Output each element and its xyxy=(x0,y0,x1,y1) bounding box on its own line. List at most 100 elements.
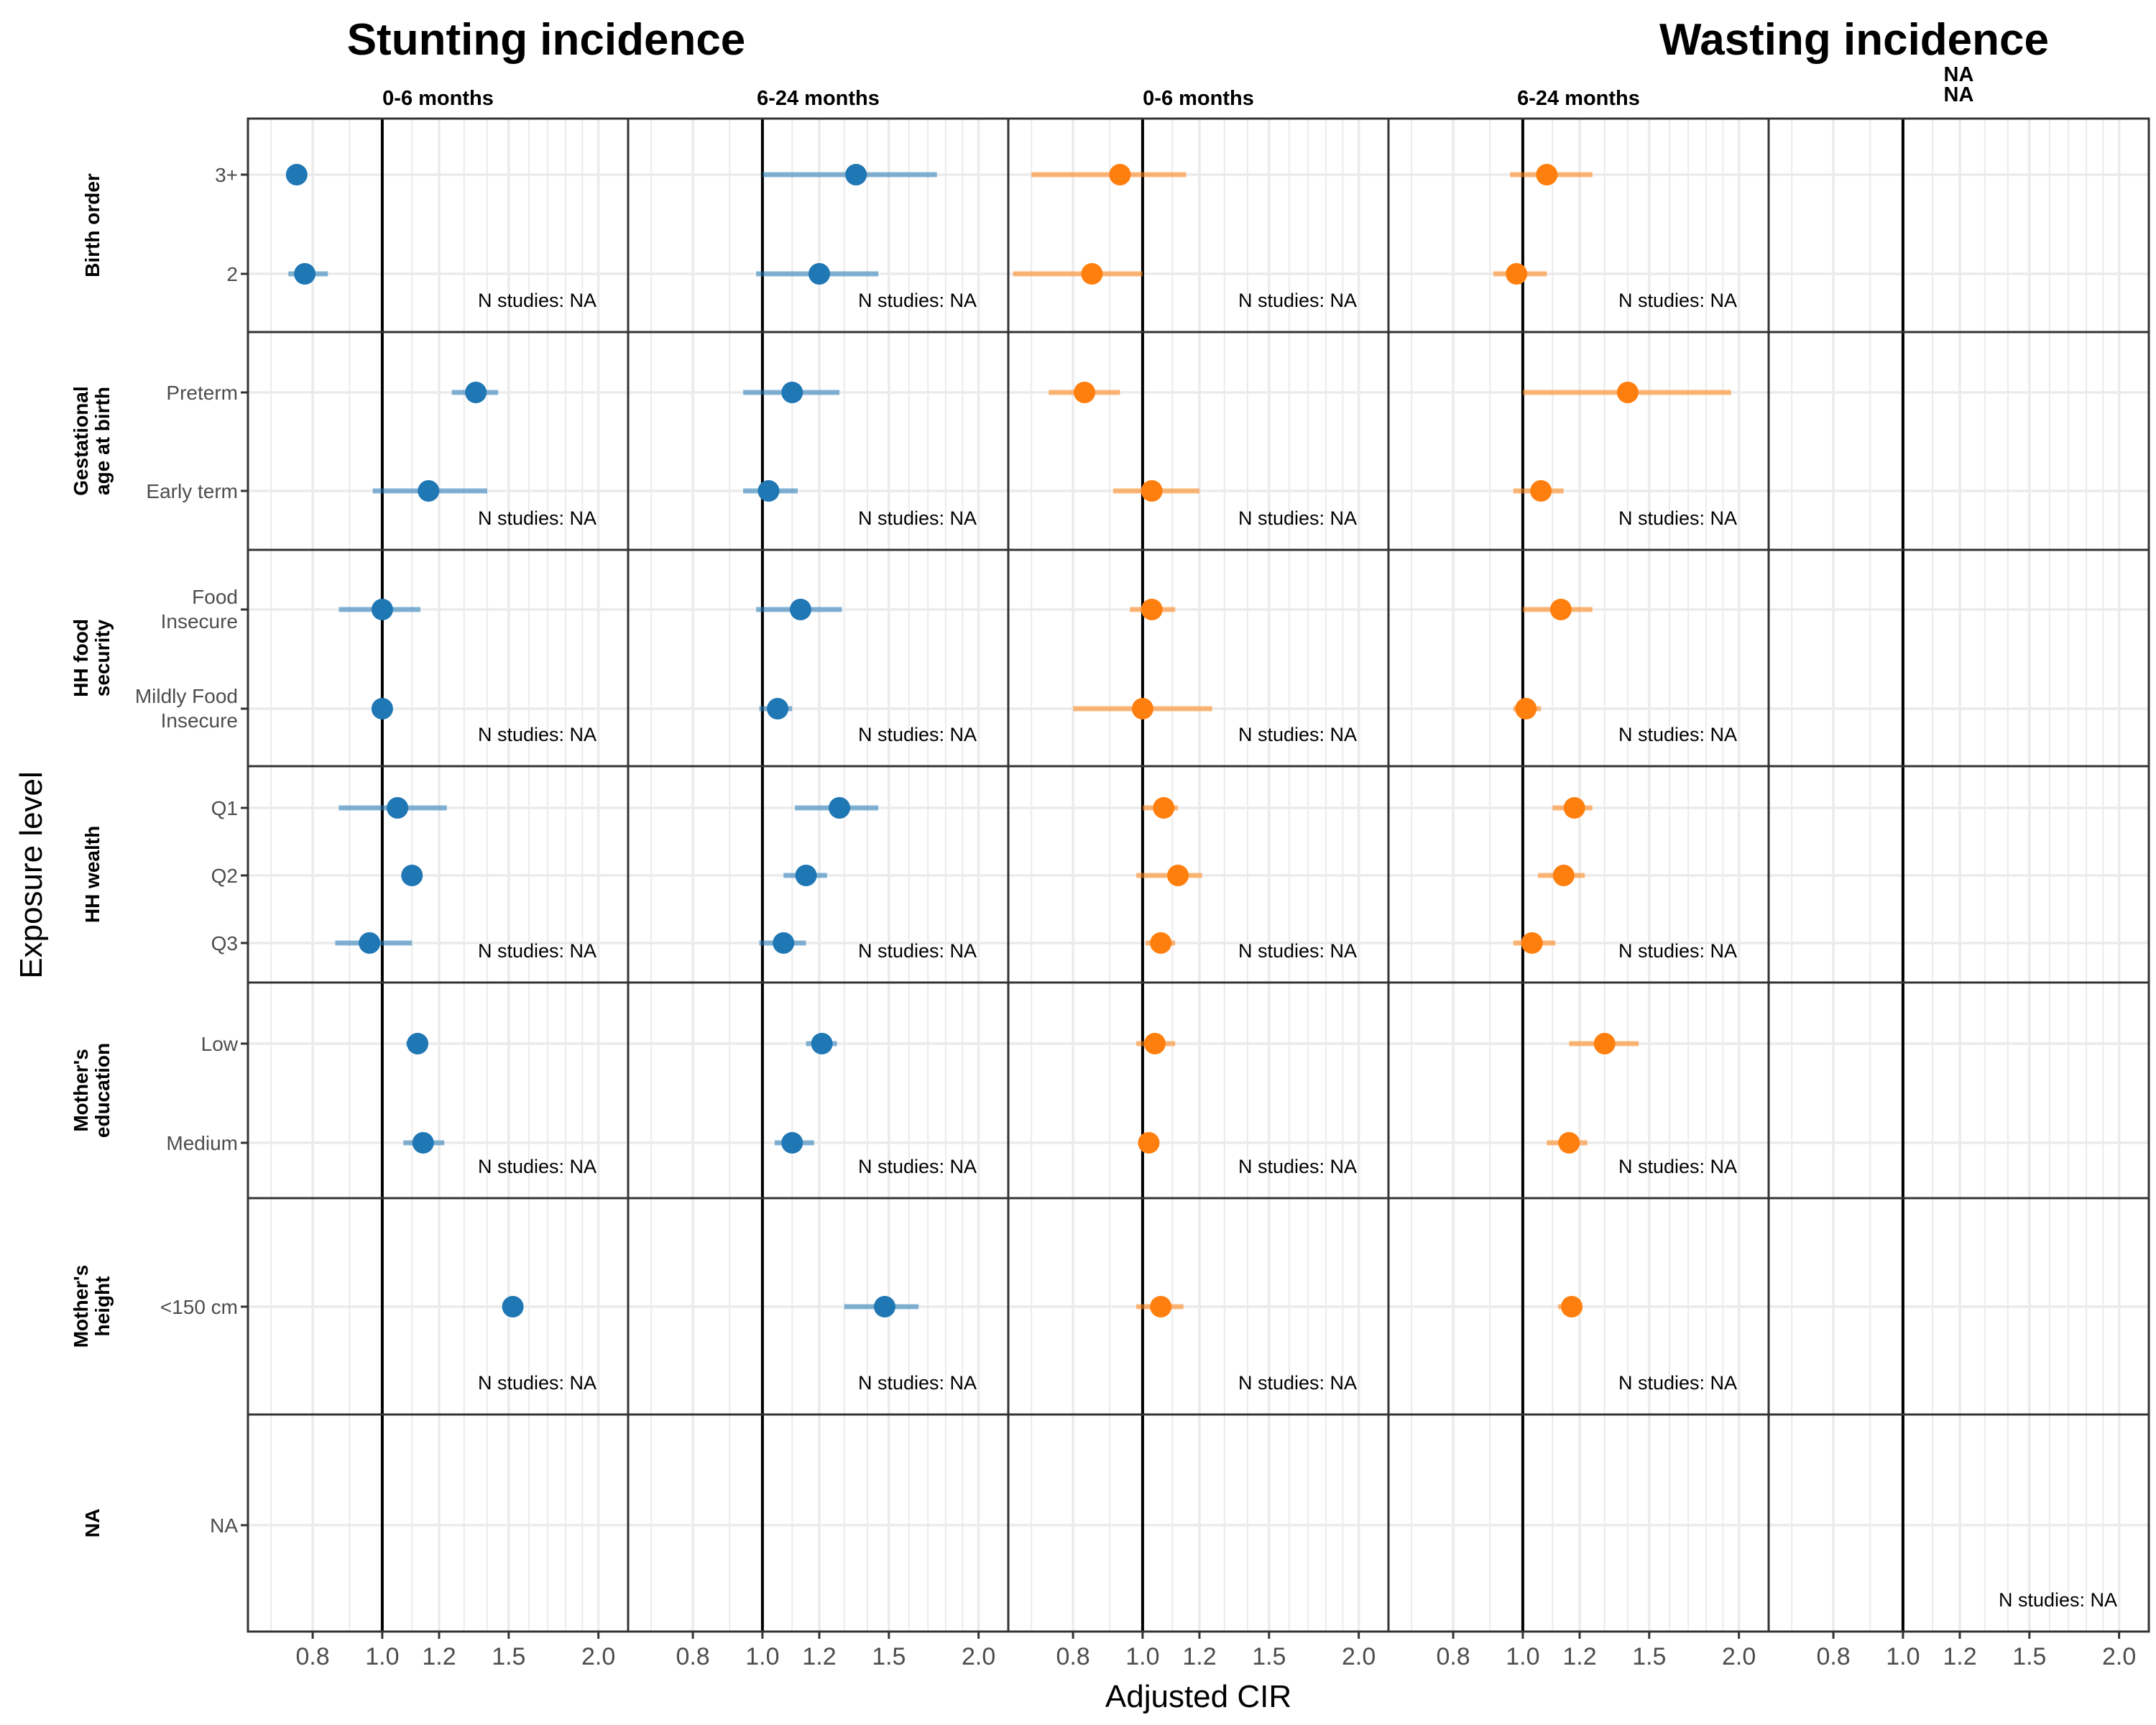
point-estimate-stunting xyxy=(407,1033,429,1054)
n-studies-label: N studies: NA xyxy=(858,940,977,962)
x-tick-label: 2.0 xyxy=(2102,1643,2136,1670)
row-strip-line: education xyxy=(91,1043,114,1138)
point-estimate-wasting xyxy=(1141,480,1163,502)
point-estimate-stunting xyxy=(845,164,867,185)
n-studies-label: N studies: NA xyxy=(1618,724,1737,745)
x-tick-label: 1.2 xyxy=(422,1643,456,1670)
point-estimate-wasting xyxy=(1558,1132,1580,1154)
row-strip-label: HH wealth xyxy=(81,826,103,923)
point-estimate-wasting xyxy=(1074,382,1096,403)
x-tick-label: 1.5 xyxy=(1632,1643,1666,1670)
n-studies-label: N studies: NA xyxy=(478,507,596,529)
x-tick-label: 1.5 xyxy=(1252,1643,1286,1670)
point-estimate-stunting xyxy=(781,382,803,403)
n-studies-label: N studies: NA xyxy=(1238,290,1357,311)
row-strip-text: Birth order xyxy=(81,173,103,277)
row-strip-text: NA xyxy=(81,1509,103,1537)
row-strip-line: Mother's xyxy=(70,1049,92,1132)
x-tick-label: 2.0 xyxy=(962,1643,995,1670)
row-strip-text: HH wealth xyxy=(81,826,103,923)
point-estimate-stunting xyxy=(418,480,440,502)
n-studies-label: N studies: NA xyxy=(1999,1589,2117,1611)
x-tick-label: 1.0 xyxy=(1886,1643,1920,1670)
n-studies-label: N studies: NA xyxy=(1238,940,1357,962)
y-tick-label: Early term xyxy=(146,480,238,502)
column-header: 6-24 months xyxy=(757,87,880,110)
row-strip-text: HH foodsecurity xyxy=(70,619,114,697)
point-estimate-stunting xyxy=(359,932,381,954)
row-strip-text: Mother'seducation xyxy=(70,1043,114,1138)
y-tick-label: 3+ xyxy=(215,164,238,186)
y-tick-label: Medium xyxy=(166,1132,238,1154)
point-estimate-wasting xyxy=(1150,1296,1172,1317)
n-studies-label: N studies: NA xyxy=(1238,507,1357,529)
row-strip-label: HH foodsecurity xyxy=(70,619,114,697)
point-estimate-stunting xyxy=(285,164,308,185)
column-header: 6-24 months xyxy=(1517,87,1640,110)
row-strip-label: Gestationalage at birth xyxy=(70,386,114,495)
n-studies-label: N studies: NA xyxy=(1618,1372,1737,1394)
n-studies-label: N studies: NA xyxy=(1238,1372,1357,1394)
x-tick-label: 0.8 xyxy=(676,1643,709,1670)
point-estimate-wasting xyxy=(1109,164,1131,185)
row-strip-line: age at birth xyxy=(91,387,114,495)
n-studies-label: N studies: NA xyxy=(478,1156,596,1177)
x-tick-label: 1.5 xyxy=(492,1643,525,1670)
point-estimate-stunting xyxy=(767,698,789,719)
x-tick-label: 0.8 xyxy=(1056,1643,1089,1670)
point-estimate-stunting xyxy=(789,599,811,620)
y-tick-label: Mildly Food Insecure xyxy=(135,685,238,732)
point-estimate-wasting xyxy=(1131,698,1153,719)
column-header-line: NA xyxy=(1944,63,1974,86)
point-estimate-stunting xyxy=(773,932,795,954)
n-studies-label: N studies: NA xyxy=(1618,1156,1737,1177)
point-estimate-wasting xyxy=(1561,1296,1583,1317)
x-tick-label: 0.8 xyxy=(295,1643,329,1670)
column-header-line: NA xyxy=(1944,83,1974,106)
x-tick-label: 1.5 xyxy=(2012,1643,2046,1670)
y-tick-label: Preterm xyxy=(166,382,238,404)
column-header: 0-6 months xyxy=(1143,87,1254,110)
n-studies-label: N studies: NA xyxy=(858,507,977,529)
x-tick-label: 1.2 xyxy=(802,1643,836,1670)
row-strip-line: height xyxy=(91,1276,114,1337)
point-estimate-stunting xyxy=(781,1132,803,1154)
n-studies-label: N studies: NA xyxy=(858,290,977,311)
y-tick-label: NA xyxy=(210,1514,238,1537)
point-estimate-stunting xyxy=(371,698,393,719)
x-axis-label: Adjusted CIR xyxy=(1105,1679,1291,1714)
point-estimate-wasting xyxy=(1515,698,1537,719)
n-studies-label: N studies: NA xyxy=(478,940,596,962)
point-estimate-stunting xyxy=(294,263,316,285)
x-tick-label: 0.8 xyxy=(1816,1643,1850,1670)
row-strip-text: Gestationalage at birth xyxy=(70,386,114,495)
point-estimate-wasting xyxy=(1521,932,1543,954)
row-strip-label: Mother'seducation xyxy=(70,1043,114,1138)
y-tick-label: Q1 xyxy=(211,797,238,819)
x-tick-label: 1.0 xyxy=(365,1643,399,1670)
point-estimate-stunting xyxy=(811,1033,833,1054)
n-studies-label: N studies: NA xyxy=(858,1156,977,1177)
y-tick-label: Q2 xyxy=(211,865,238,887)
point-estimate-wasting xyxy=(1141,599,1163,620)
point-estimate-wasting xyxy=(1150,932,1172,954)
x-tick-label: 1.0 xyxy=(1506,1643,1539,1670)
point-estimate-stunting xyxy=(371,599,393,620)
y-tick-label-line: Food xyxy=(192,586,238,608)
row-strip-line: HH food xyxy=(70,619,92,697)
point-estimate-stunting xyxy=(401,865,423,886)
x-tick-label: 2.0 xyxy=(1342,1643,1376,1670)
point-estimate-wasting xyxy=(1081,263,1103,285)
x-tick-label: 1.2 xyxy=(1182,1643,1216,1670)
point-estimate-stunting xyxy=(795,865,817,886)
y-tick-label: Food Insecure xyxy=(161,586,238,632)
row-strip-label: Mother'sheight xyxy=(70,1265,114,1348)
n-studies-label: N studies: NA xyxy=(1238,724,1357,745)
point-estimate-wasting xyxy=(1167,865,1189,886)
point-estimate-wasting xyxy=(1616,382,1639,403)
n-studies-label: N studies: NA xyxy=(478,1372,596,1394)
n-studies-label: N studies: NA xyxy=(1238,1156,1357,1177)
n-studies-label: N studies: NA xyxy=(858,1372,977,1394)
y-tick-label: Q3 xyxy=(211,932,238,954)
